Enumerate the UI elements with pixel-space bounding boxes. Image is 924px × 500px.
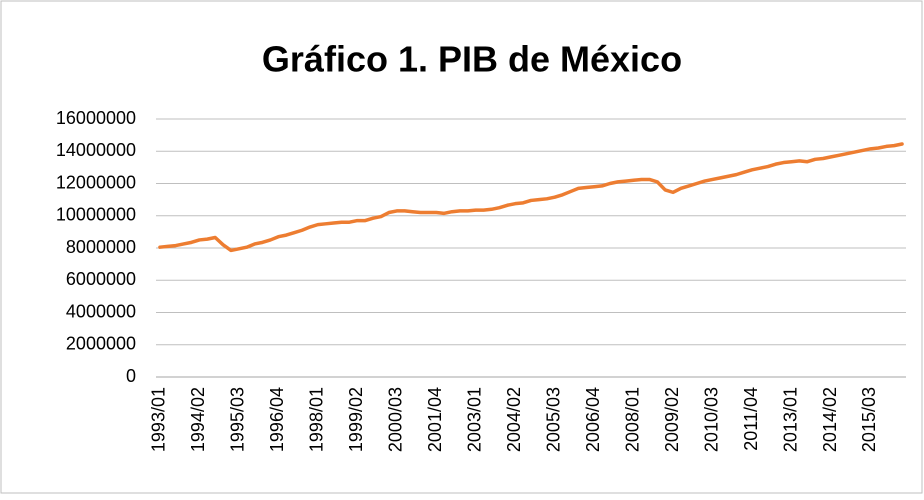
x-tick-label: 1998/01 — [307, 387, 327, 452]
x-tick-label: 2008/01 — [622, 387, 642, 452]
y-tick-label: 10000000 — [56, 205, 136, 225]
y-tick-label: 2000000 — [66, 334, 136, 354]
x-tick-label: 2000/03 — [386, 387, 406, 452]
x-tick-label: 2010/03 — [701, 387, 721, 452]
line-series — [158, 142, 904, 253]
x-tick-label: 1996/04 — [267, 387, 287, 452]
x-tick-label: 2011/04 — [741, 387, 761, 451]
y-tick-label: 6000000 — [66, 269, 136, 289]
y-tick-label: 8000000 — [66, 237, 136, 257]
y-tick-label: 4000000 — [66, 301, 136, 321]
x-tick-label: 1995/03 — [228, 387, 248, 452]
x-tick-label: 2006/04 — [583, 387, 603, 452]
x-tick-label: 2014/02 — [820, 387, 840, 452]
x-tick-label: 2015/03 — [859, 387, 879, 452]
x-tick-label: 1994/02 — [188, 387, 208, 452]
chart-title: Gráfico 1. PIB de México — [262, 39, 682, 80]
x-tick-label: 2003/01 — [464, 387, 484, 452]
x-tick-label: 2005/03 — [543, 387, 563, 452]
y-tick-label: 16000000 — [56, 108, 136, 128]
y-tick-label: 14000000 — [56, 140, 136, 160]
x-tick-label: 1993/01 — [149, 387, 169, 452]
x-tick-label: 2001/04 — [425, 387, 445, 452]
x-tick-label: 2009/02 — [662, 387, 682, 452]
x-tick-label: 1999/02 — [346, 387, 366, 452]
x-tick-label: 2013/01 — [780, 387, 800, 452]
y-tick-label: 0 — [126, 366, 136, 386]
x-tick-label: 2004/02 — [504, 387, 524, 452]
y-tick-label: 12000000 — [56, 172, 136, 192]
